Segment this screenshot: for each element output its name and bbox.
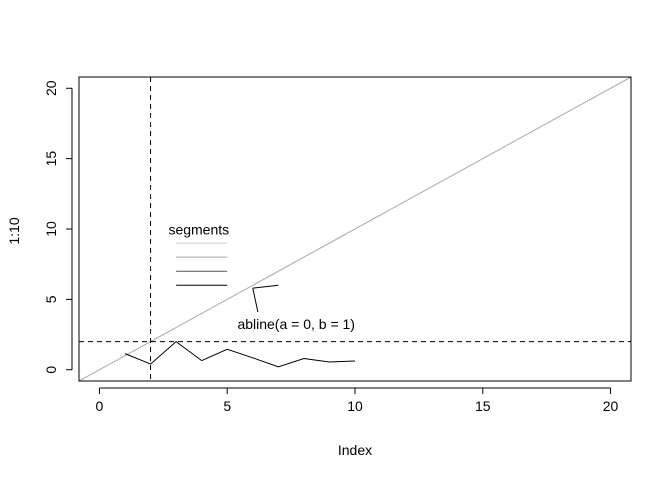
abline	[79, 77, 631, 381]
axes: 0 5 10 15 20 0 5 10 15 20	[43, 76, 632, 414]
y-tick-label-15: 15	[43, 151, 59, 167]
y-axis-label: 1:10	[6, 217, 22, 244]
arrow-head	[252, 284, 279, 289]
x-tick-label-20: 20	[603, 398, 619, 414]
plot-border	[78, 76, 632, 382]
annotation-1: segments	[168, 222, 229, 238]
arrow-shaft	[252, 288, 259, 313]
y-tick-label-0: 0	[43, 366, 59, 374]
annotations: segments abline(a = 0, b = 1)	[168, 222, 355, 332]
y-tick-label-20: 20	[43, 80, 59, 96]
x-tick-label-0: 0	[96, 398, 104, 414]
x-axis-label: Index	[338, 442, 372, 458]
y-tick-label-10: 10	[43, 221, 59, 237]
x-tick-label-15: 15	[475, 398, 491, 414]
x-tick-label-5: 5	[223, 398, 231, 414]
plot-inner	[79, 77, 631, 381]
x-tick-label-10: 10	[347, 398, 363, 414]
annotation-2: abline(a = 0, b = 1)	[237, 316, 355, 332]
series-line-0	[124, 340, 356, 368]
y-tick-label-5: 5	[43, 295, 59, 303]
plot-area	[79, 77, 631, 381]
